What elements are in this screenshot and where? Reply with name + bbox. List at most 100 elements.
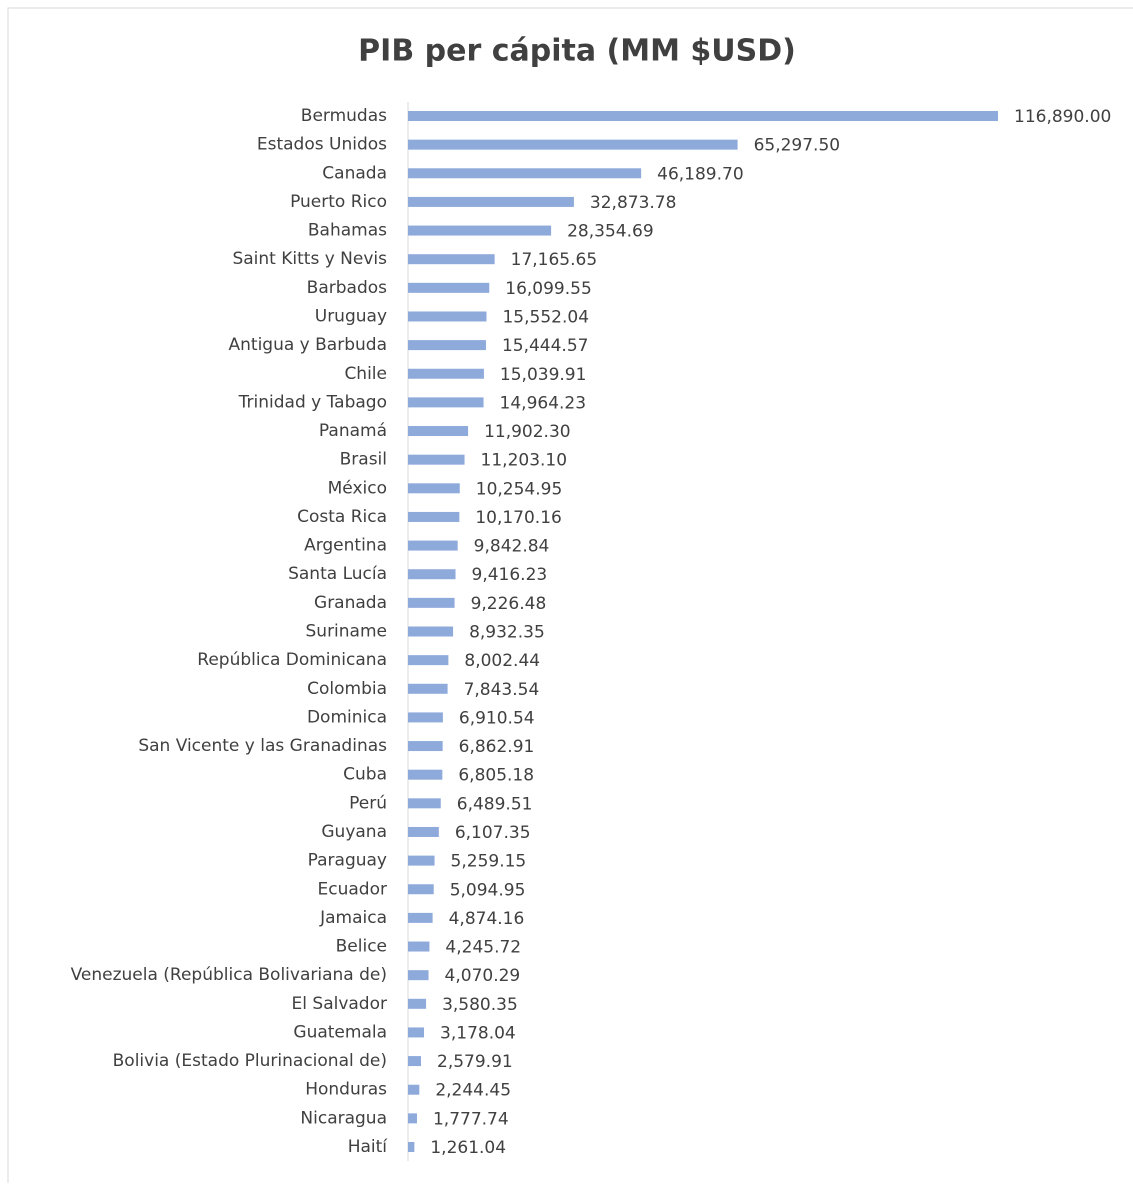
y-tick-label: Uruguay	[315, 306, 387, 326]
y-tick-label: Argentina	[304, 536, 387, 556]
bar	[408, 826, 439, 837]
y-tick-label: Puerto Rico	[290, 192, 387, 212]
bar	[408, 597, 455, 608]
y-tick-label: Panamá	[319, 421, 387, 441]
bar	[408, 168, 642, 179]
bar	[408, 483, 460, 494]
value-label: 15,039.91	[500, 365, 587, 385]
y-tick-label: Haití	[348, 1137, 389, 1157]
value-label: 9,416.23	[472, 565, 548, 585]
value-label: 6,489.51	[457, 794, 533, 814]
value-label: 16,099.55	[505, 279, 592, 299]
value-label: 5,094.95	[450, 880, 526, 900]
y-tick-label: Dominica	[307, 707, 387, 727]
value-label: 4,070.29	[445, 966, 521, 986]
value-label: 15,444.57	[502, 336, 589, 356]
bar	[408, 655, 449, 666]
value-label: 4,874.16	[449, 909, 525, 929]
value-label: 11,902.30	[484, 422, 571, 442]
y-tick-label: Granada	[314, 593, 387, 613]
bar	[408, 1113, 417, 1124]
value-label: 65,297.50	[754, 136, 841, 156]
value-label: 10,170.16	[475, 508, 562, 528]
value-label: 15,552.04	[502, 307, 589, 327]
y-tick-label: El Salvador	[292, 994, 387, 1014]
value-label: 8,932.35	[469, 623, 545, 643]
y-tick-label: Bahamas	[308, 221, 387, 241]
value-label: 9,842.84	[474, 537, 550, 557]
y-tick-label: Trinidad y Tabago	[238, 392, 387, 412]
value-label: 6,910.54	[459, 708, 535, 728]
value-label: 9,226.48	[471, 594, 547, 614]
bar	[408, 196, 574, 207]
y-tick-label: Colombia	[307, 679, 387, 699]
value-label: 6,805.18	[458, 766, 534, 786]
value-label: 4,245.72	[445, 938, 521, 958]
value-label: 6,862.91	[459, 737, 535, 757]
y-tick-label: Barbados	[307, 278, 387, 298]
y-tick-label: República Dominicana	[197, 650, 387, 670]
bar	[408, 368, 484, 379]
y-tick-label: Nicaragua	[300, 1108, 387, 1128]
value-label: 8,002.44	[464, 651, 540, 671]
value-label: 10,254.95	[476, 479, 563, 499]
y-tick-label: Saint Kitts y Nevis	[232, 249, 387, 269]
bar	[408, 254, 495, 265]
value-label: 17,165.65	[511, 250, 598, 270]
value-label: 7,843.54	[464, 680, 540, 700]
bar	[408, 798, 441, 809]
y-tick-label: Cuba	[343, 765, 387, 785]
value-label: 32,873.78	[590, 193, 677, 213]
y-tick-label: Paraguay	[308, 851, 387, 871]
value-label: 14,964.23	[500, 393, 587, 413]
bar	[408, 1084, 420, 1095]
bar	[408, 540, 458, 551]
bar	[408, 970, 429, 981]
value-label: 3,178.04	[440, 1023, 516, 1043]
bar	[408, 397, 484, 408]
y-tick-label: Antigua y Barbuda	[229, 335, 388, 355]
y-tick-label: Estados Unidos	[257, 135, 387, 155]
chart-title: PIB per cápita (MM $USD)	[358, 34, 796, 69]
bar	[408, 282, 490, 293]
value-label: 11,203.10	[481, 451, 568, 471]
value-label: 116,890.00	[1014, 107, 1111, 127]
bar	[408, 1056, 422, 1067]
y-tick-label: Bermudas	[301, 106, 387, 126]
value-label: 3,580.35	[442, 995, 518, 1015]
bar	[408, 855, 435, 866]
bar	[408, 769, 443, 780]
bar	[408, 1027, 425, 1038]
bar	[408, 311, 487, 322]
bar	[408, 884, 434, 895]
y-tick-label: México	[328, 478, 387, 498]
bar	[408, 626, 454, 637]
bar	[408, 225, 552, 236]
bar	[408, 998, 427, 1009]
y-tick-label: Costa Rica	[297, 507, 387, 527]
bar	[408, 712, 443, 723]
bar	[408, 139, 738, 150]
bar	[408, 111, 998, 121]
y-tick-label: Bolivia (Estado Plurinacional de)	[113, 1051, 387, 1071]
bar	[408, 741, 443, 752]
bar	[408, 569, 456, 580]
bar	[408, 941, 430, 952]
y-tick-label: San Vicente y las Granadinas	[138, 736, 387, 756]
bar	[408, 683, 448, 694]
bar	[408, 1142, 415, 1152]
value-label: 2,579.91	[437, 1052, 513, 1072]
y-tick-label: Chile	[344, 364, 387, 384]
y-tick-label: Guyana	[321, 822, 387, 842]
value-label: 6,107.35	[455, 823, 531, 843]
bar	[408, 511, 460, 522]
y-tick-label: Jamaica	[319, 908, 387, 928]
value-label: 1,777.74	[433, 1109, 509, 1129]
value-label: 2,244.45	[435, 1081, 511, 1101]
value-label: 28,354.69	[567, 222, 654, 242]
y-tick-label: Belice	[336, 937, 387, 957]
bar	[408, 426, 469, 437]
y-tick-label: Canada	[322, 163, 387, 183]
chart-frame	[7, 7, 1133, 1187]
